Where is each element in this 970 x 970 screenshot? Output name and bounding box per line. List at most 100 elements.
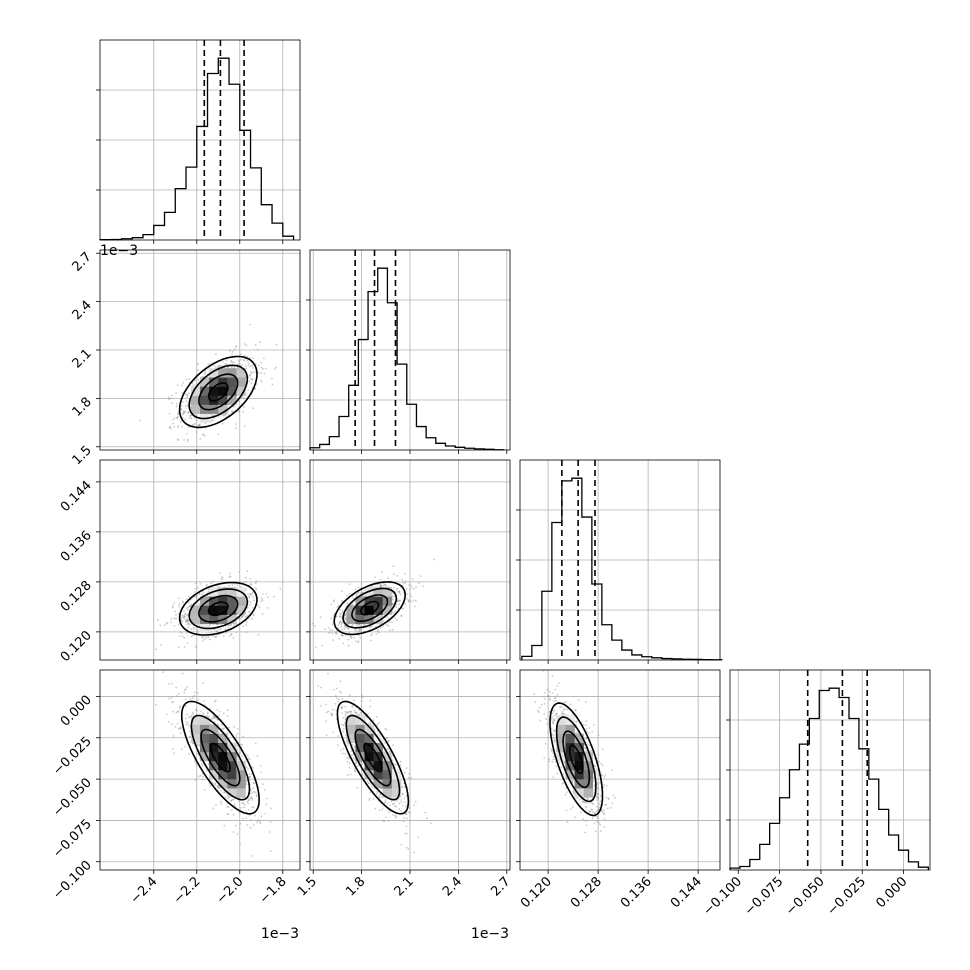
sample-point [227, 709, 229, 711]
sample-point [219, 572, 221, 574]
sample-point [378, 632, 380, 634]
sample-point [321, 645, 323, 647]
sample-point [396, 619, 398, 621]
sample-point [262, 613, 264, 615]
sample-point [333, 601, 335, 603]
sample-point [409, 812, 411, 814]
sample-point [330, 713, 332, 715]
sample-point [187, 441, 189, 443]
sample-point [251, 584, 253, 586]
sample-point [240, 353, 242, 355]
sample-point [184, 746, 186, 748]
sample-point [224, 825, 226, 827]
sample-point [252, 855, 254, 857]
sample-point [260, 372, 262, 374]
corner-plot: −2.4 −2.2 −2.0 −1.81e−31.5 1.8 2.1 2.4 2.71e−30… [0, 0, 970, 970]
sample-point [174, 417, 176, 419]
sample-point [603, 776, 605, 778]
sample-point [179, 705, 181, 707]
sample-point [168, 399, 170, 401]
sample-point [354, 770, 356, 772]
sample-point [359, 637, 361, 639]
sample-point [342, 753, 344, 755]
sample-point [221, 579, 223, 581]
sample-point [330, 603, 332, 605]
sample-point [139, 420, 141, 422]
sample-point [259, 341, 261, 343]
sample-point [330, 617, 332, 619]
sample-point [274, 368, 276, 370]
sample-point [162, 671, 164, 673]
sample-point [373, 719, 375, 721]
sample-point [171, 618, 173, 620]
sample-point [197, 369, 199, 371]
sample-point [249, 324, 251, 326]
sample-point [246, 622, 248, 624]
sample-point [227, 715, 229, 717]
sample-point [430, 822, 432, 824]
sample-point [188, 378, 190, 380]
sample-point [373, 798, 375, 800]
sample-point [185, 698, 187, 700]
sample-point [206, 584, 208, 586]
sample-point [174, 618, 176, 620]
sample-point [194, 692, 196, 694]
sample-point [178, 693, 180, 695]
sample-point [176, 406, 178, 408]
sample-point [185, 688, 187, 690]
sample-point [180, 421, 182, 423]
sample-point [249, 815, 251, 817]
sample-point [180, 732, 182, 734]
sample-point [337, 735, 339, 737]
sample-point [186, 686, 188, 688]
sample-point [327, 673, 329, 675]
sample-point [182, 602, 184, 604]
sample-point [342, 643, 344, 645]
sample-point [243, 406, 245, 408]
sample-point [247, 356, 249, 358]
sample-point [388, 820, 390, 822]
sample-point [245, 624, 247, 626]
sample-point [338, 638, 340, 640]
sample-point [223, 713, 225, 715]
sample-point [176, 712, 178, 714]
sample-point [346, 757, 348, 759]
sample-point [371, 633, 373, 635]
sample-point [402, 608, 404, 610]
sample-point [348, 645, 350, 647]
sample-point [253, 824, 255, 826]
sample-point [588, 727, 590, 729]
sample-point [155, 649, 157, 651]
sample-point [376, 716, 378, 718]
sample-point [368, 799, 370, 801]
sample-point [357, 787, 359, 789]
sample-point [392, 565, 394, 567]
sample-point [229, 635, 231, 637]
sample-point [276, 344, 278, 346]
sample-point [229, 573, 231, 575]
sample-point [369, 798, 371, 800]
sample-point [182, 636, 184, 638]
sample-point [179, 603, 181, 605]
sample-point [275, 367, 277, 369]
sample-point [405, 813, 407, 815]
sample-point [155, 704, 157, 706]
sample-point [172, 701, 174, 703]
sample-point [413, 804, 415, 806]
histogram-panel-p3 [516, 460, 722, 664]
panel-background [100, 670, 300, 870]
sample-point [343, 748, 345, 750]
sample-point [315, 647, 317, 649]
sample-point [207, 364, 209, 366]
sample-point [327, 710, 329, 712]
sample-point [175, 726, 177, 728]
sample-point [214, 701, 216, 703]
sample-point [178, 597, 180, 599]
sample-point [260, 765, 262, 767]
sample-point [172, 419, 174, 421]
sample-point [185, 378, 187, 380]
sample-point [222, 423, 224, 425]
sample-point [235, 423, 237, 425]
sample-point [221, 576, 223, 578]
sample-point [351, 637, 353, 639]
